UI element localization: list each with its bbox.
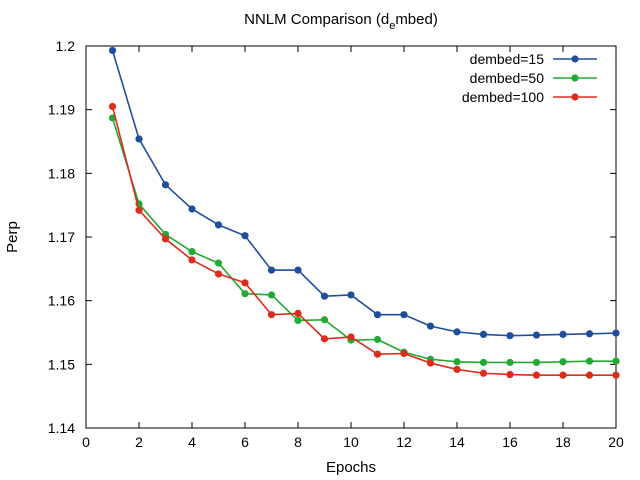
data-point bbox=[453, 365, 461, 374]
legend-label: dembed=50 bbox=[470, 70, 545, 86]
data-point bbox=[426, 322, 435, 330]
data-point bbox=[373, 335, 382, 344]
legend: dembed=15 dembed=50 dembed=100 bbox=[462, 51, 597, 105]
data-point bbox=[532, 358, 541, 367]
data-point bbox=[612, 329, 620, 337]
y-tick-label: 1.2 bbox=[56, 38, 76, 54]
x-tick-label: 8 bbox=[294, 434, 302, 450]
series-layer bbox=[108, 46, 620, 379]
data-point bbox=[214, 221, 223, 229]
series-line bbox=[111, 50, 617, 337]
data-point bbox=[426, 359, 435, 367]
data-point bbox=[161, 235, 170, 243]
series-line bbox=[111, 106, 616, 376]
data-point bbox=[479, 358, 488, 367]
x-tick-label: 12 bbox=[396, 434, 412, 450]
data-point bbox=[479, 369, 488, 377]
x-tick-label: 6 bbox=[241, 434, 249, 450]
data-point bbox=[108, 46, 117, 55]
y-tick-label: 1.15 bbox=[48, 356, 75, 372]
axis-ticks bbox=[85, 45, 617, 429]
data-point bbox=[453, 358, 461, 366]
chart-title-main: NNLM Comparison (d bbox=[244, 11, 389, 28]
data-point bbox=[188, 248, 196, 256]
data-point bbox=[612, 357, 620, 365]
data-point bbox=[506, 358, 514, 367]
chart-title-subscript: e bbox=[389, 20, 395, 32]
data-point bbox=[135, 135, 143, 143]
chart-title: NNLM Comparison (dembed) bbox=[244, 11, 438, 32]
data-point bbox=[479, 330, 488, 339]
x-axis-label: Epochs bbox=[326, 459, 376, 476]
data-point bbox=[294, 316, 302, 325]
y-tick-label: 1.18 bbox=[48, 165, 75, 181]
series-line bbox=[111, 117, 616, 364]
data-point bbox=[506, 370, 514, 379]
legend-marker bbox=[571, 93, 579, 101]
data-point bbox=[108, 102, 117, 111]
x-tick-label: 14 bbox=[449, 434, 465, 450]
legend-marker bbox=[571, 74, 579, 82]
data-point bbox=[320, 292, 329, 300]
chart-title-rest: mbed) bbox=[395, 11, 438, 28]
y-tick-label: 1.16 bbox=[48, 293, 75, 309]
data-point bbox=[585, 357, 594, 365]
x-tick-label: 18 bbox=[555, 434, 571, 450]
data-point bbox=[320, 316, 329, 324]
data-point bbox=[559, 371, 567, 379]
data-point bbox=[188, 256, 196, 264]
tick-labels: 0 2 4 6 8 10 12 14 16 18 20 1.14 1.15 1.16 1.17 1.18 1.1… bbox=[48, 38, 624, 450]
data-point bbox=[559, 330, 567, 339]
data-point bbox=[400, 349, 408, 358]
legend-entry: dembed=50 bbox=[470, 70, 597, 86]
series-dembed=15 bbox=[108, 46, 620, 340]
y-tick-label: 1.14 bbox=[48, 420, 75, 436]
x-tick-label: 0 bbox=[82, 434, 90, 450]
data-point bbox=[347, 333, 355, 341]
legend-label: dembed=100 bbox=[462, 89, 544, 105]
y-tick-label: 1.17 bbox=[48, 229, 75, 245]
data-point bbox=[532, 371, 541, 379]
legend-label: dembed=15 bbox=[470, 51, 545, 67]
data-point bbox=[453, 328, 461, 336]
data-point bbox=[294, 266, 302, 274]
data-point bbox=[267, 311, 276, 319]
data-point bbox=[294, 309, 302, 317]
data-point bbox=[214, 259, 223, 267]
data-point bbox=[532, 331, 541, 339]
x-tick-label: 4 bbox=[188, 434, 196, 450]
data-point bbox=[188, 205, 196, 213]
series-dembed=50 bbox=[108, 114, 620, 367]
data-point bbox=[135, 206, 143, 214]
data-point bbox=[612, 371, 620, 379]
y-tick-label: 1.19 bbox=[48, 102, 75, 118]
y-axis-label: Perp bbox=[4, 221, 21, 253]
legend-marker bbox=[571, 55, 579, 63]
data-point bbox=[585, 330, 594, 338]
data-point bbox=[241, 290, 249, 298]
legend-entry: dembed=15 bbox=[470, 51, 597, 67]
data-point bbox=[373, 350, 382, 358]
data-point bbox=[373, 311, 382, 319]
x-tick-label: 10 bbox=[343, 434, 359, 450]
data-point bbox=[506, 332, 514, 340]
series-dembed=100 bbox=[108, 102, 620, 379]
data-point bbox=[400, 311, 408, 319]
data-point bbox=[161, 181, 170, 189]
data-point bbox=[559, 358, 567, 366]
x-tick-label: 16 bbox=[502, 434, 518, 450]
data-point bbox=[585, 371, 594, 379]
legend-entry: dembed=100 bbox=[462, 89, 597, 105]
data-point bbox=[214, 270, 223, 278]
data-point bbox=[320, 335, 329, 343]
x-tick-label: 20 bbox=[608, 434, 624, 450]
x-tick-label: 2 bbox=[135, 434, 143, 450]
data-point bbox=[267, 266, 276, 274]
data-point bbox=[241, 232, 249, 240]
data-point bbox=[267, 291, 276, 299]
data-point bbox=[347, 291, 355, 299]
data-point bbox=[241, 279, 249, 287]
